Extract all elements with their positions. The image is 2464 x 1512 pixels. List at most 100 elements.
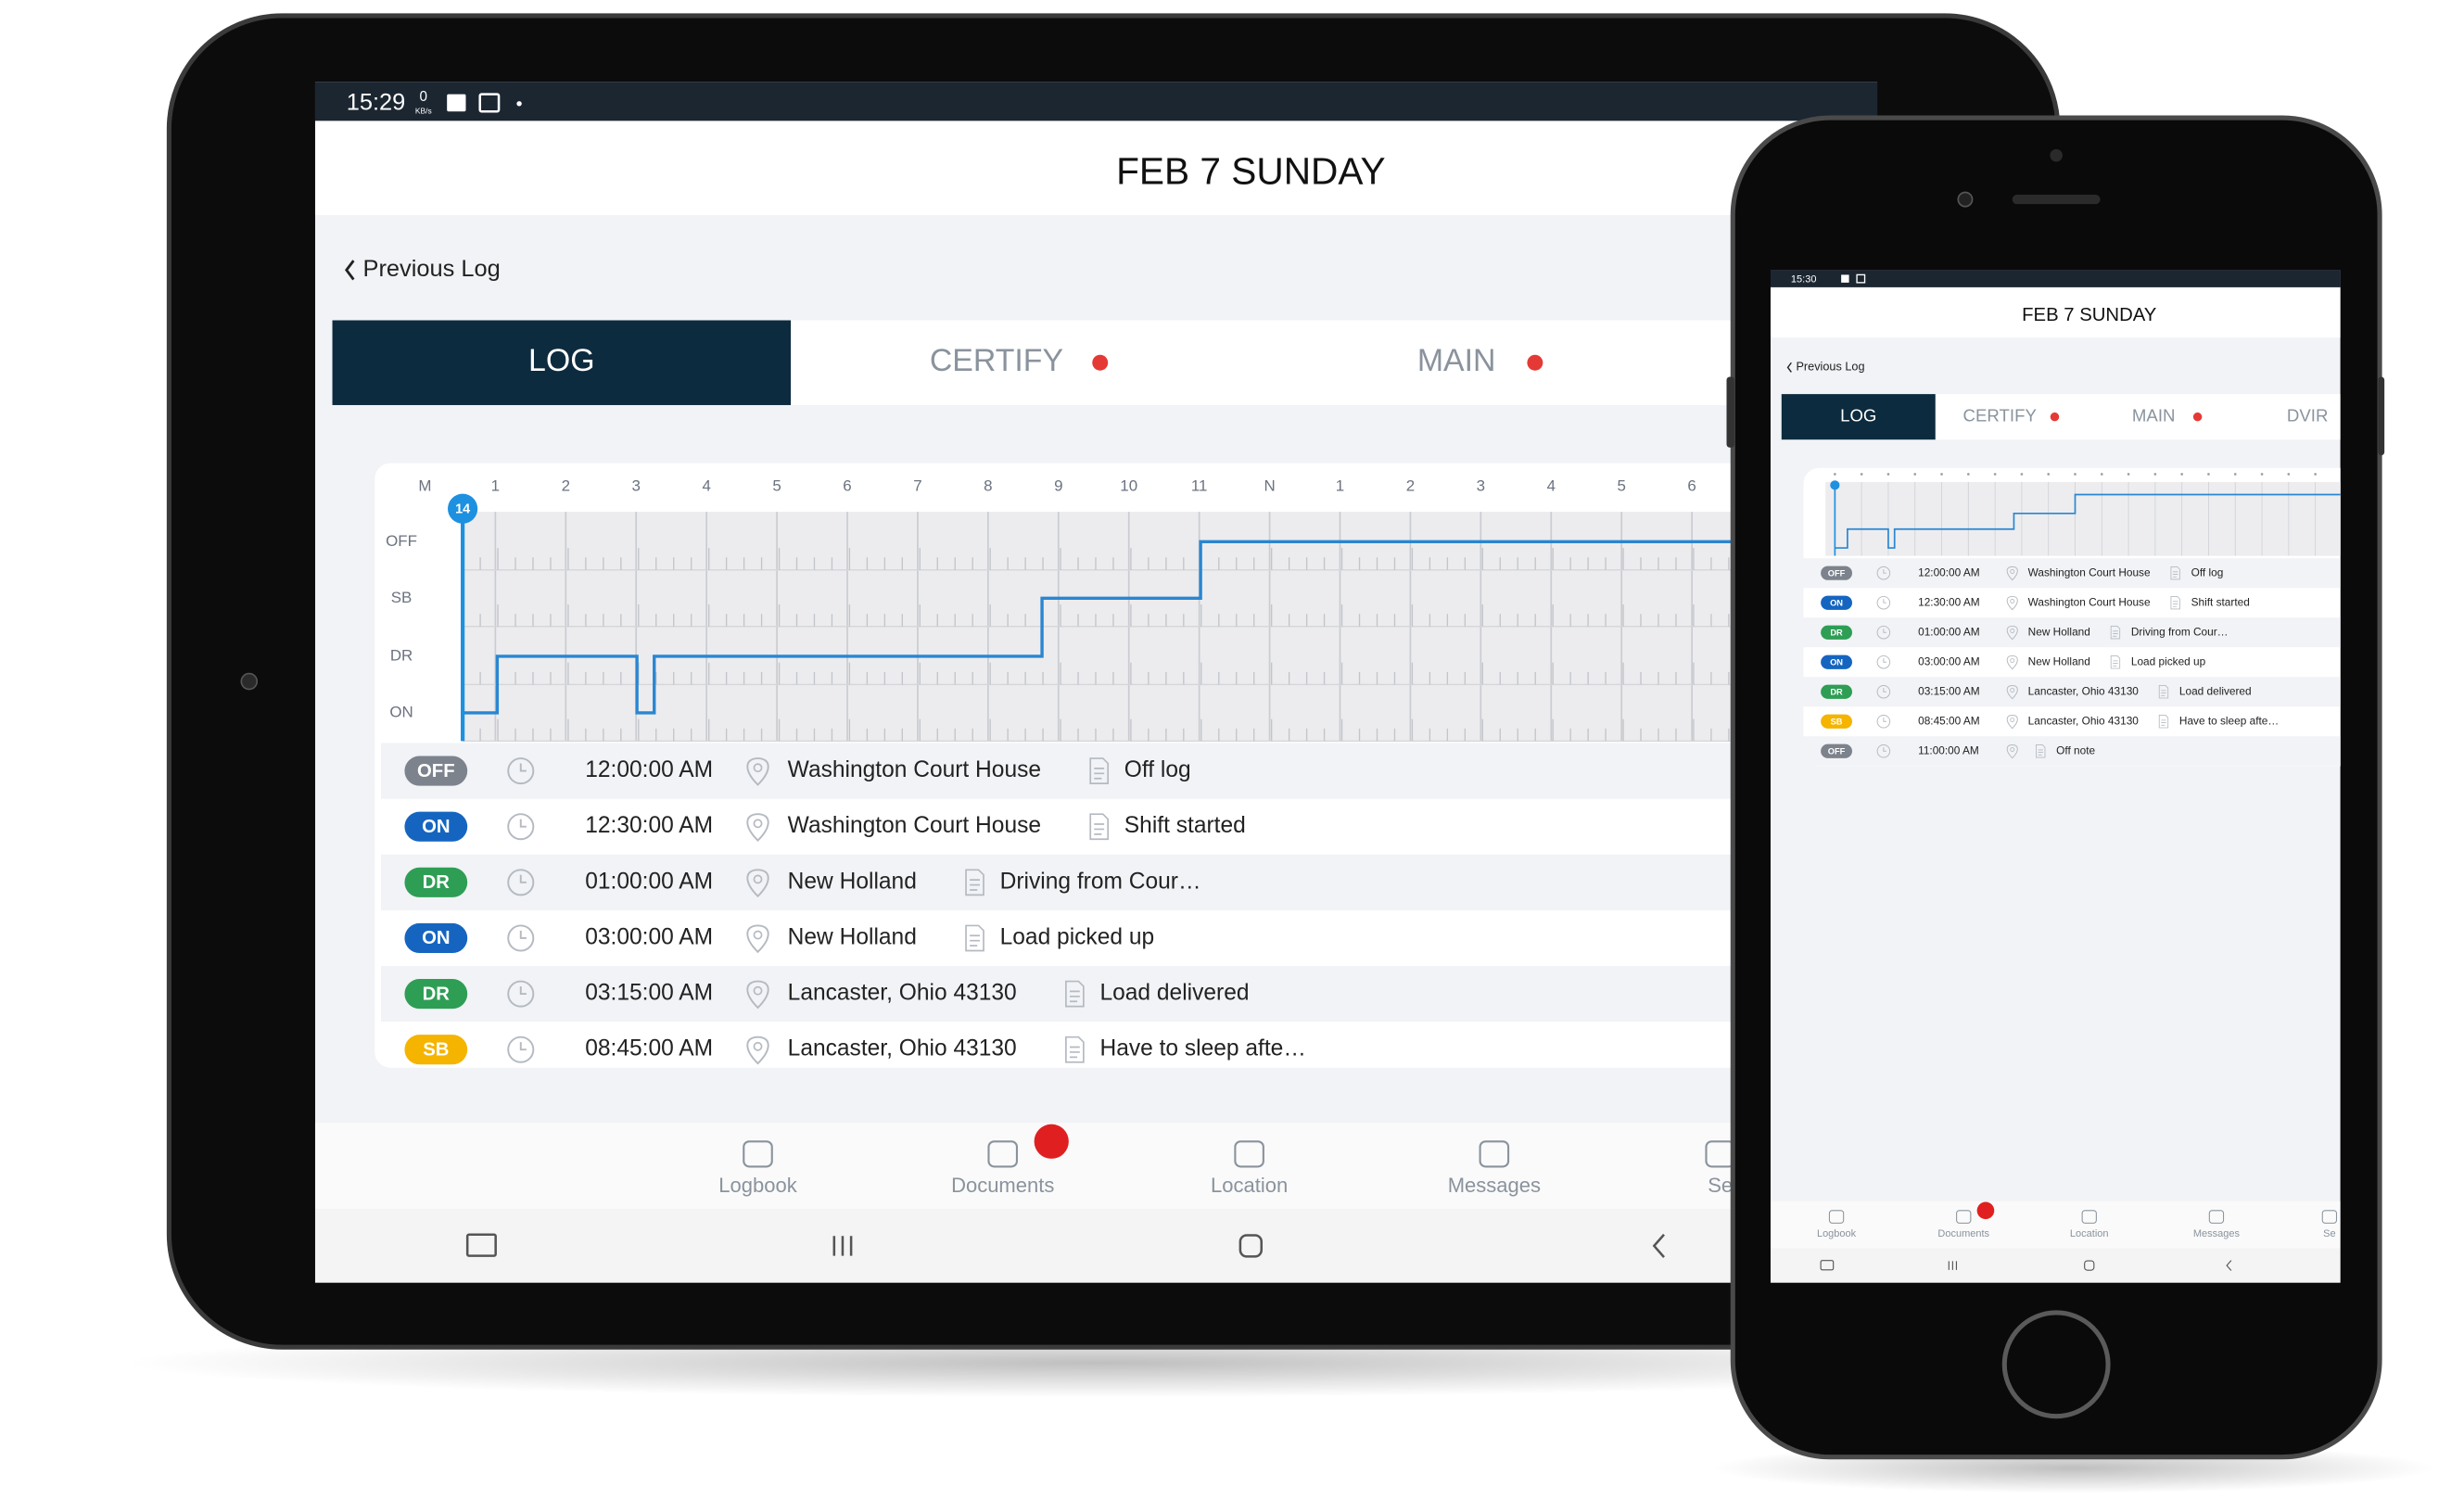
clock-icon — [507, 757, 535, 785]
hour-dot — [2287, 473, 2291, 476]
pin-dot — [753, 1041, 763, 1051]
nav-icon[interactable] — [1479, 1140, 1510, 1168]
clock-hands — [1883, 629, 1886, 633]
hour-label: N — [1264, 477, 1275, 495]
hour-dot — [1834, 473, 1836, 476]
nav-label[interactable]: Location — [2070, 1228, 2109, 1239]
status-icon — [1856, 273, 1866, 284]
note-icon — [1065, 1036, 1085, 1063]
back-link[interactable]: Previous Log — [363, 256, 501, 282]
tab-label[interactable]: LOG — [528, 343, 595, 378]
status-badge-label: ON — [422, 928, 450, 948]
event-location: New Holland — [788, 869, 917, 894]
system-back[interactable] — [1652, 1233, 1665, 1258]
row-bg — [381, 743, 1878, 799]
header — [314, 121, 1878, 216]
home-button[interactable] — [2001, 1310, 2111, 1419]
duty-line — [463, 540, 1878, 715]
pin-icon — [2006, 654, 2018, 670]
tab-label[interactable]: MAIN — [1417, 343, 1496, 378]
system-home[interactable] — [1238, 1234, 1264, 1258]
pin-dot — [2010, 569, 2015, 574]
nav-icon[interactable] — [1828, 1210, 1845, 1224]
note-icon — [965, 869, 984, 896]
hour-dot — [1966, 473, 1970, 476]
nav-label[interactable]: Location — [1211, 1174, 1288, 1197]
tablet-camera — [240, 672, 259, 691]
tab-label[interactable]: CERTIFY — [1963, 406, 2038, 426]
clock-icon — [1876, 565, 1891, 580]
tab-active[interactable] — [1781, 394, 1936, 440]
hour-dot — [1886, 473, 1890, 476]
nav-icon[interactable] — [2208, 1210, 2225, 1224]
status-label: ON — [389, 703, 413, 720]
status-badge — [1821, 595, 1852, 610]
pin-icon — [2006, 743, 2018, 759]
nav-icon[interactable] — [2081, 1210, 2097, 1224]
nav-icon[interactable] — [987, 1140, 1019, 1168]
time-marker-badge — [1830, 480, 1840, 490]
hour-label: 1 — [491, 477, 500, 495]
status-badge-label: OFF — [1828, 568, 1846, 578]
nav-label[interactable]: Se — [2323, 1228, 2335, 1239]
nav-label[interactable]: Messages — [2193, 1228, 2241, 1239]
hour-label: 6 — [843, 477, 851, 495]
row-bg — [1803, 558, 2341, 589]
event-time: 11:00:00 AM — [1918, 743, 1979, 756]
tab-label[interactable]: LOG — [1840, 406, 1876, 426]
tab-badge — [1527, 354, 1543, 371]
hour-label: 8 — [984, 477, 992, 495]
hour-dot — [2100, 473, 2103, 476]
system-back[interactable] — [2226, 1260, 2232, 1271]
nav-icon[interactable] — [743, 1140, 773, 1168]
note-icon — [1089, 813, 1110, 841]
nav-badge — [1034, 1124, 1069, 1159]
graph-grid — [1825, 481, 2341, 556]
status-badge-label: OFF — [1828, 747, 1846, 756]
tab-active[interactable] — [332, 320, 792, 405]
pin-dot — [753, 874, 763, 884]
row-bg — [381, 854, 1878, 910]
time-marker-badge — [448, 493, 478, 524]
hour-dot — [2260, 473, 2264, 476]
hour-label: 4 — [702, 477, 710, 495]
hour-label: 7 — [913, 477, 921, 495]
event-location: Washington Court House — [2028, 595, 2151, 608]
nav-label[interactable]: Logbook — [718, 1174, 797, 1197]
hour-dot — [2314, 473, 2317, 476]
system-recents[interactable] — [832, 1236, 853, 1256]
system-icon[interactable] — [465, 1233, 497, 1257]
tab-label[interactable]: CERTIFY — [930, 343, 1063, 378]
back-chevron[interactable] — [345, 260, 355, 281]
nav-icon[interactable] — [2321, 1210, 2338, 1224]
nav-label[interactable]: Documents — [1937, 1228, 1989, 1239]
system-home[interactable] — [2084, 1260, 2095, 1271]
back-chevron[interactable] — [1786, 362, 1792, 373]
hour-label: 3 — [1477, 477, 1485, 495]
event-location: Lancaster, Ohio 43130 — [2028, 684, 2140, 697]
pin-dot — [2010, 599, 2015, 604]
hour-dot — [1993, 473, 1997, 476]
nav-label[interactable]: Logbook — [1817, 1228, 1857, 1239]
nav-icon[interactable] — [1956, 1210, 1972, 1224]
pin-icon — [2006, 565, 2018, 581]
tab-label[interactable]: MAIN — [2132, 406, 2176, 426]
clock-icon — [1876, 714, 1891, 729]
system-icon[interactable] — [1820, 1260, 1835, 1271]
note-icon — [2158, 685, 2169, 699]
nav-label[interactable]: Messages — [1448, 1174, 1541, 1197]
status-badge — [1821, 625, 1852, 640]
row-bg — [381, 966, 1878, 1023]
note-icon — [965, 924, 984, 952]
status-badge-label: DR — [1830, 629, 1843, 638]
note-icon — [2158, 715, 2169, 729]
nav-label[interactable]: Documents — [951, 1174, 1054, 1197]
clock-icon — [507, 869, 535, 896]
nav-label[interactable]: Se — [1708, 1174, 1733, 1197]
back-link[interactable]: Previous Log — [1796, 361, 1864, 374]
nav-icon[interactable] — [1234, 1140, 1264, 1168]
tab-label[interactable]: DVIR — [2287, 406, 2329, 426]
tab-badge — [1092, 354, 1109, 371]
system-recents[interactable] — [1948, 1261, 1958, 1270]
